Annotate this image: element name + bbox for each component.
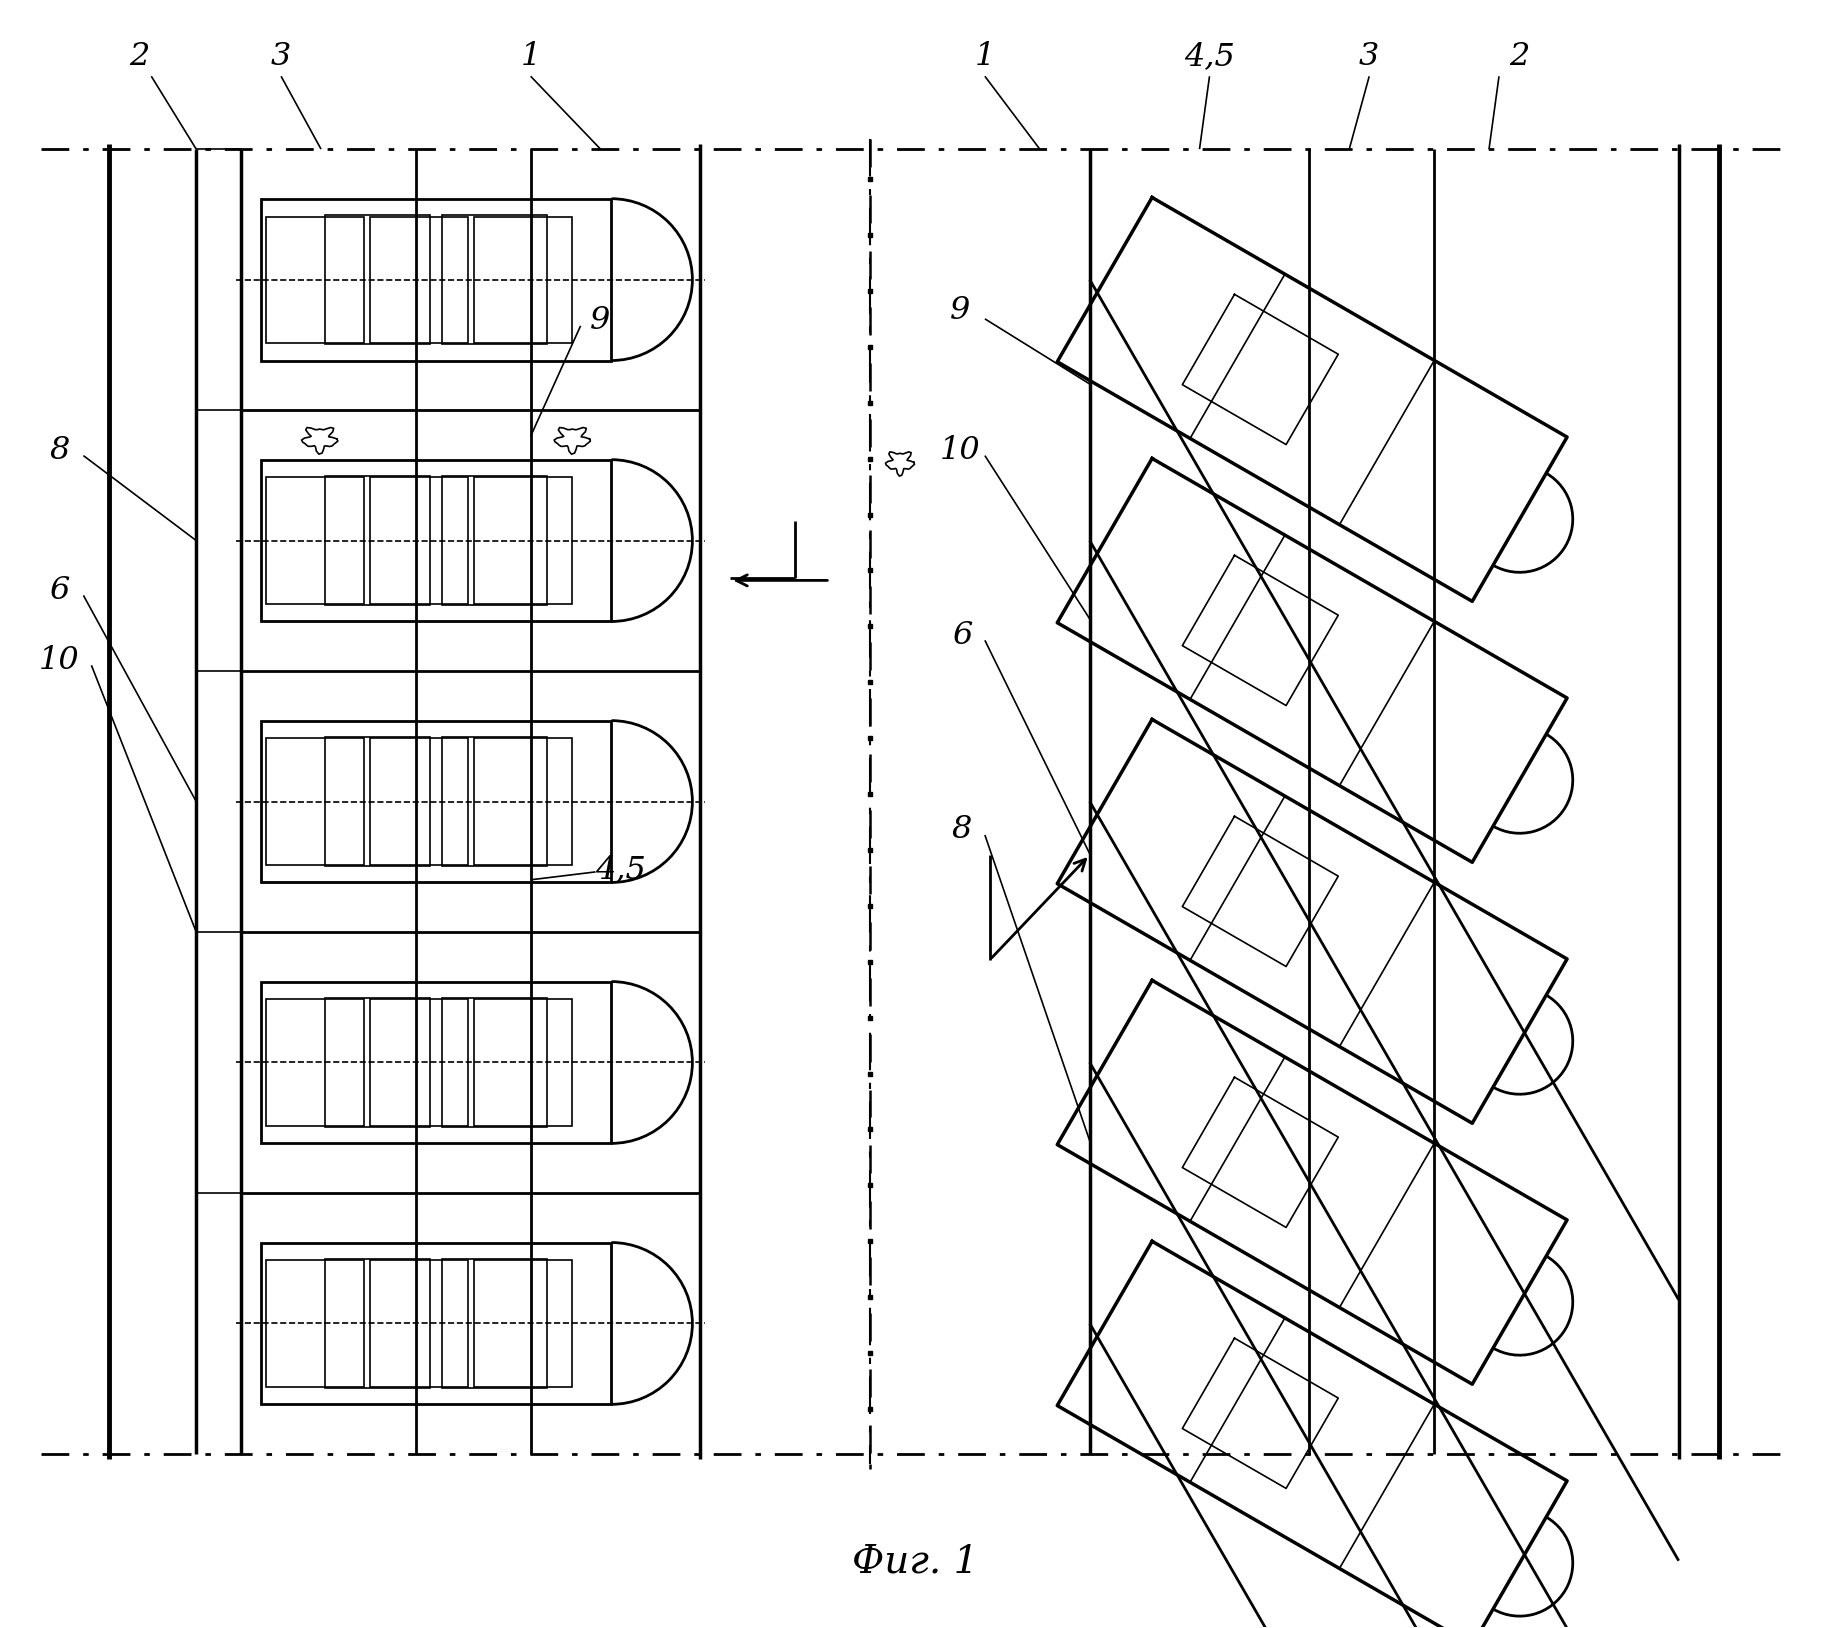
Bar [326,998,430,1127]
Bar [370,739,468,864]
Text: Фиг. 1: Фиг. 1 [851,1543,979,1581]
Text: 10: 10 [38,645,81,676]
Bar [474,477,573,604]
Bar [262,1242,611,1405]
Text: 3: 3 [271,41,291,72]
Text: 6: 6 [49,575,70,606]
Bar [474,739,573,864]
Bar [326,215,430,345]
Bar [265,217,364,344]
Bar [265,739,364,864]
Bar [443,475,547,606]
Bar [370,1000,468,1125]
Bar [262,721,611,882]
Bar [370,1260,468,1387]
Text: 1: 1 [975,41,996,72]
Bar [265,1260,364,1387]
Text: 1: 1 [520,41,542,72]
Bar [262,459,611,622]
Bar [370,217,468,344]
Bar [474,1260,573,1387]
Text: 9: 9 [950,295,970,326]
Bar [474,1000,573,1125]
Bar [262,982,611,1143]
Bar [474,217,573,344]
Text: 6: 6 [952,620,972,651]
Bar [326,737,430,866]
Bar [265,477,364,604]
Text: 2: 2 [130,41,150,72]
Bar [265,1000,364,1125]
Bar [443,737,547,866]
Text: 10: 10 [939,435,981,466]
Bar [443,1258,547,1389]
Bar [370,477,468,604]
Text: 3: 3 [1360,41,1380,72]
Text: 8: 8 [49,435,70,466]
Text: 2: 2 [1508,41,1530,72]
Text: 4,5: 4,5 [595,855,646,886]
Bar [326,1258,430,1389]
Bar [443,215,547,345]
Text: 8: 8 [952,814,972,845]
Text: 4,5: 4,5 [1184,41,1235,72]
Bar [262,199,611,360]
Bar [326,475,430,606]
Bar [443,998,547,1127]
Text: 9: 9 [591,306,611,337]
